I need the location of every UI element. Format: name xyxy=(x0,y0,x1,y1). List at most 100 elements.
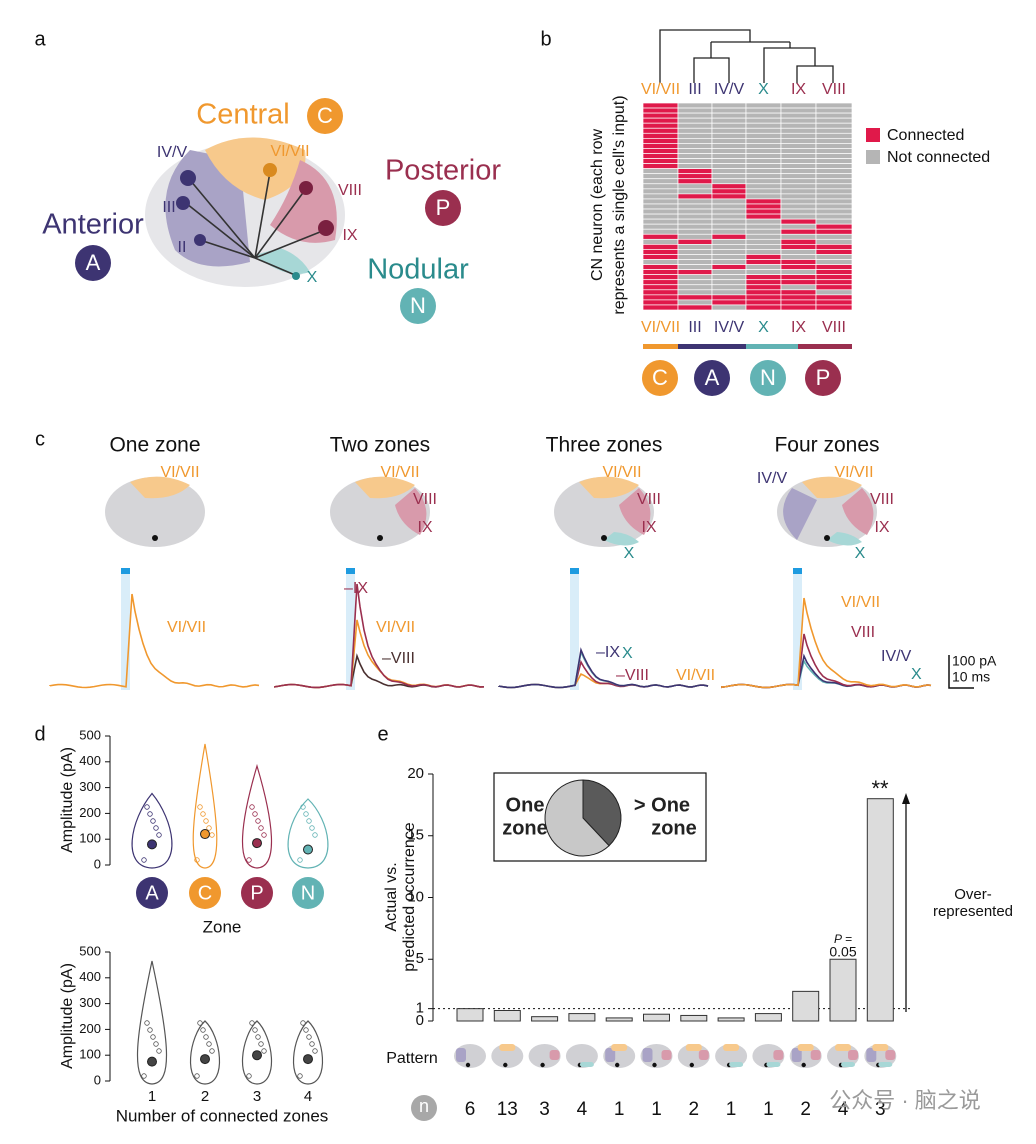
heatmap-cell xyxy=(711,264,747,270)
lobe-label: IX xyxy=(342,227,357,244)
stim-marker xyxy=(570,568,579,574)
heatmap-cell xyxy=(711,289,747,296)
data-point xyxy=(252,1027,258,1033)
heatmap-cell xyxy=(745,238,782,245)
heatmap-cell xyxy=(745,183,782,190)
zone-bar xyxy=(746,344,798,349)
row-label: n xyxy=(419,1096,429,1116)
heatmap-cell xyxy=(711,208,747,215)
heatmap-cell xyxy=(780,304,817,311)
y-tick-label: 200 xyxy=(79,805,101,820)
lobe-label: VI/VII xyxy=(160,464,199,481)
heatmap-cell xyxy=(815,122,853,129)
data-point xyxy=(306,818,312,824)
heatmap-cell xyxy=(815,178,853,185)
heatmap-cell xyxy=(815,173,853,180)
heatmap-cell xyxy=(815,274,853,281)
y-tick-label: 5 xyxy=(416,950,424,967)
bar xyxy=(605,1017,633,1022)
pattern-zone xyxy=(499,1044,516,1051)
y-tick-label: 0 xyxy=(416,1012,424,1029)
pattern-zone xyxy=(611,1044,628,1051)
heatmap-cell xyxy=(745,148,782,154)
zone-name: Central xyxy=(196,99,290,131)
heatmap-cell xyxy=(677,127,713,134)
data-point xyxy=(150,1034,156,1040)
violin xyxy=(131,792,173,869)
brain-illustration xyxy=(145,137,345,287)
heatmap-cell xyxy=(711,279,747,286)
heatmap-cell xyxy=(677,238,713,245)
brain-dot xyxy=(615,1062,620,1068)
column-label: VI/VII xyxy=(641,319,680,336)
heatmap-cell xyxy=(711,132,747,139)
data-point xyxy=(258,1041,264,1047)
heatmap-cell xyxy=(642,102,679,109)
heatmap-cell xyxy=(642,233,679,240)
heatmap-cell xyxy=(677,173,713,180)
data-point xyxy=(194,1073,200,1079)
heatmap-cell xyxy=(780,122,817,129)
data-point xyxy=(209,832,215,838)
lobe-label: VI/VII xyxy=(602,464,641,481)
heatmap-cell xyxy=(745,143,782,149)
heatmap-cell xyxy=(677,112,713,119)
heatmap-cell xyxy=(642,203,679,210)
heatmap-cell xyxy=(745,213,782,220)
heatmap-cell xyxy=(815,279,853,286)
heatmap-cell xyxy=(677,289,713,296)
lobe-label: VIII xyxy=(637,491,661,508)
stim-band xyxy=(121,572,130,690)
y-tick-label: 0 xyxy=(94,856,101,871)
heatmap-cell xyxy=(711,269,747,276)
heatmap-cell xyxy=(815,233,853,240)
zone-badge xyxy=(425,190,461,226)
heatmap-cell xyxy=(711,122,747,129)
brain-zone xyxy=(604,532,639,546)
pattern-zone xyxy=(579,1062,594,1067)
pattern-zone xyxy=(723,1044,740,1051)
panel-label: c xyxy=(35,428,45,450)
zone-bar xyxy=(643,344,678,349)
trace-label: VI/VII xyxy=(376,619,415,636)
heatmap-cell xyxy=(745,173,782,180)
heatmap-cell xyxy=(711,163,747,169)
heatmap-cell xyxy=(677,143,713,149)
n-value: 1 xyxy=(651,1099,662,1120)
lobe-label: VI/VII xyxy=(834,464,873,481)
data-point xyxy=(303,1027,309,1033)
heatmap-cell xyxy=(815,148,853,154)
heatmap-cell xyxy=(780,132,817,139)
heatmap-cell xyxy=(642,299,679,306)
data-point xyxy=(261,832,267,838)
heatmap-cell xyxy=(815,228,853,235)
column-label: IX xyxy=(791,81,806,98)
heatmap-cell xyxy=(780,249,817,255)
heatmap-cell xyxy=(815,254,853,260)
data-point xyxy=(255,1034,261,1040)
heatmap-cell xyxy=(815,198,853,205)
heatmap-cell xyxy=(780,208,817,215)
annotation: represented xyxy=(933,903,1013,920)
heatmap-cell xyxy=(780,213,817,220)
heatmap-cell xyxy=(745,284,782,291)
heatmap-cell xyxy=(642,274,679,281)
heatmap-cell xyxy=(745,198,782,205)
heatmap-cell xyxy=(711,178,747,185)
heatmap-cell xyxy=(677,274,713,281)
pie-label: > One xyxy=(634,794,690,816)
trace-label: –VIII xyxy=(616,667,649,684)
legend-swatch xyxy=(866,128,880,142)
violin xyxy=(293,1020,323,1085)
zone-badge xyxy=(400,288,436,324)
pattern-zone xyxy=(791,1048,802,1062)
column-label: IV/V xyxy=(714,81,745,98)
heatmap-cell xyxy=(815,163,853,169)
scale-bar xyxy=(948,655,974,689)
zone-letter: A xyxy=(705,365,720,390)
heatmap-cell xyxy=(815,259,853,265)
heatmap-cell xyxy=(780,168,817,175)
data-point xyxy=(203,818,209,824)
data-point xyxy=(252,811,258,817)
